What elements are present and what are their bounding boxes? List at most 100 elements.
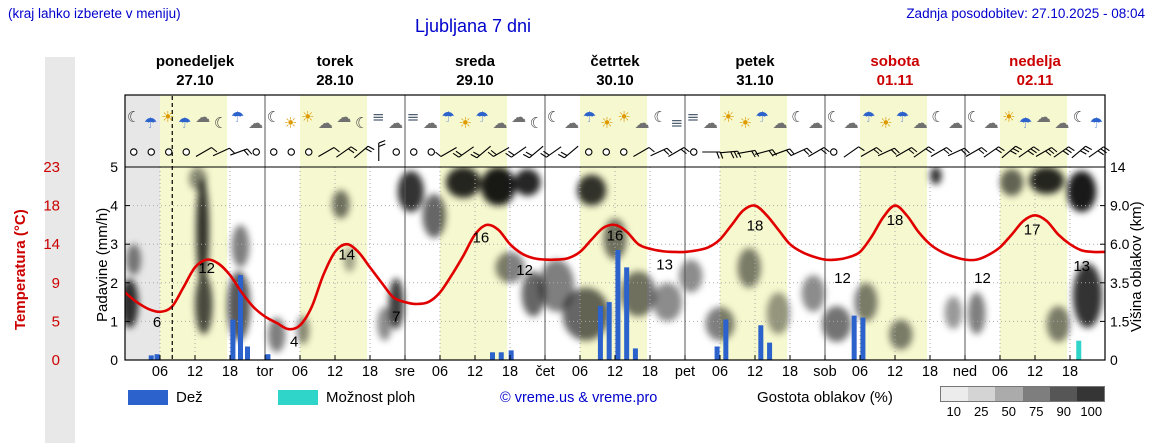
day-name: sreda	[454, 53, 496, 70]
wind-barb-icon	[702, 151, 724, 159]
rain-bar	[498, 352, 504, 360]
wind-calm-icon	[147, 148, 156, 156]
wind-barb-icon	[668, 147, 690, 157]
x-hour-label: 12	[1027, 364, 1043, 380]
wind-calm-icon	[130, 148, 138, 156]
weather-icon: ☁	[564, 114, 580, 132]
day-name: ponedeljek	[155, 53, 235, 70]
wind-calm-icon	[182, 148, 191, 156]
wind-barb-icon	[983, 146, 1005, 158]
cloud-scale-cell	[995, 387, 1023, 401]
wind-row	[130, 139, 1110, 161]
temp-point-label: 7	[392, 308, 400, 325]
cloud-blob	[1000, 168, 1024, 196]
weather-icon: ≡	[371, 108, 385, 126]
wind-barb-icon	[913, 146, 935, 158]
weather-icon: ☾	[266, 108, 281, 126]
precip-tick-label: 0	[110, 352, 118, 368]
wind-barb-icon	[505, 146, 527, 158]
wind-barb-icon	[1088, 146, 1110, 158]
x-hour-label: 12	[467, 364, 483, 380]
temp-point-label: 12	[834, 270, 851, 287]
wind-barb-icon	[1053, 146, 1075, 158]
cloud-blob	[521, 271, 545, 317]
temp-tick-label: 18	[43, 198, 60, 215]
cloud-blob	[577, 174, 607, 206]
x-hour-label: 12	[327, 364, 343, 380]
temp-tick-label: 14	[43, 236, 60, 253]
weather-icon: ☀	[738, 114, 752, 132]
wind-calm-icon	[269, 148, 278, 156]
x-hour-label: 18	[502, 364, 518, 380]
x-day-abbr-label: sob	[813, 364, 836, 380]
cloud-blob	[1029, 167, 1065, 195]
wind-barb-icon	[790, 147, 813, 157]
copyright-link[interactable]: © vreme.us & vreme.pro	[500, 390, 658, 406]
cloud-blob	[1072, 263, 1103, 328]
x-hour-label: 18	[1062, 364, 1078, 380]
day-date: 27.10	[176, 72, 214, 89]
rain-legend-label: Dež	[176, 389, 203, 406]
cloud-blob	[377, 306, 392, 341]
temp-point-label: 16	[607, 227, 624, 244]
cloud-tick-label: 0	[1110, 352, 1118, 368]
cloud-blob	[332, 190, 350, 219]
temp-point-label: 13	[656, 256, 673, 273]
weather-icon: ☂	[1089, 114, 1104, 132]
day-header: četrtek 30.10	[545, 52, 685, 90]
wind-calm-icon	[165, 148, 173, 156]
cloud-scale-cell	[941, 387, 969, 401]
weather-icon: ☂	[755, 108, 769, 126]
temp-point-label: 13	[1073, 258, 1090, 275]
wind-barb-icon	[808, 147, 830, 157]
day-name: torek	[316, 53, 354, 70]
cloud-blob	[1046, 305, 1071, 342]
weather-icon: ☂	[582, 108, 597, 126]
cloud-height-axis-label: Višina oblakov (km)	[1128, 201, 1145, 332]
x-day-abbr-label: tor	[257, 364, 274, 380]
day-icons: ≡ ☁ ☀ ☀ ☂ ☁ ☾ ☁	[685, 98, 825, 140]
wind-barb-icon	[557, 145, 579, 159]
day-icons: ☾ ☀ ☀ ☁ ☁ ☾ ≡ ☁	[265, 98, 405, 140]
daylight-band	[300, 95, 368, 360]
wind-barb-icon	[843, 146, 865, 158]
weather-icon: ☾	[653, 108, 667, 126]
x-hour-label: 18	[922, 364, 938, 380]
day-header: sreda 29.10	[405, 52, 545, 90]
wind-barb-icon	[540, 146, 562, 158]
wind-calm-icon	[584, 148, 593, 156]
wind-calm-icon	[287, 148, 295, 156]
wind-calm-icon	[304, 148, 313, 156]
temperature-axis-label: Temperatura (°C)	[12, 209, 29, 330]
cloud-blob	[196, 178, 209, 283]
x-hour-label: 18	[222, 364, 238, 380]
weather-icon: ☀	[721, 108, 735, 126]
cloud-density-scale: 10 25 50 75 90 100	[940, 386, 1105, 419]
weather-icon: ☁	[634, 114, 650, 132]
wind-barb-icon	[650, 147, 673, 157]
wind-barb-icon	[719, 150, 742, 159]
cloud-blob	[422, 194, 446, 238]
page-title: Ljubljana 7 dni	[414, 16, 532, 36]
day-header: torek 28.10	[265, 52, 405, 90]
cloud-blob	[854, 282, 878, 322]
x-day-abbr-label: pet	[675, 364, 695, 380]
cloud-tick-label: 6.0	[1110, 236, 1130, 252]
weather-icon: ☁	[388, 114, 404, 132]
weather-icon: ☁	[317, 114, 333, 132]
precip-tick-label: 3	[110, 236, 118, 252]
wind-barb-icon	[522, 145, 544, 159]
shower-bar	[1076, 340, 1082, 360]
wind-barb-icon	[378, 139, 386, 161]
wind-barb-icon	[1071, 145, 1093, 159]
weather-icon: ≡	[406, 108, 420, 126]
wind-barb-icon	[895, 147, 918, 157]
rain-bar	[154, 354, 160, 360]
weather-icon: ☾	[931, 108, 945, 126]
weather-icons-row: ☾ ☂ ☀ ☂ ☁ ☾ ☂ ☁ ☾ ☀ ☀ ☁ ☁ ☾ ≡ ☁ ≡ ☁ ☂ ☀ ☂ ☁ ☁ ☾ ☾ ☁ ☂ ☀ ☀ ☁ ☾ ≡ ≡ ☁ ☀ ☀ ☂ ☁ ☾ ☁…	[125, 98, 1105, 140]
rain-bar	[767, 342, 773, 360]
wind-calm-icon	[829, 148, 838, 156]
temp-point-label: 6	[153, 314, 161, 331]
wind-barb-icon	[947, 147, 970, 157]
